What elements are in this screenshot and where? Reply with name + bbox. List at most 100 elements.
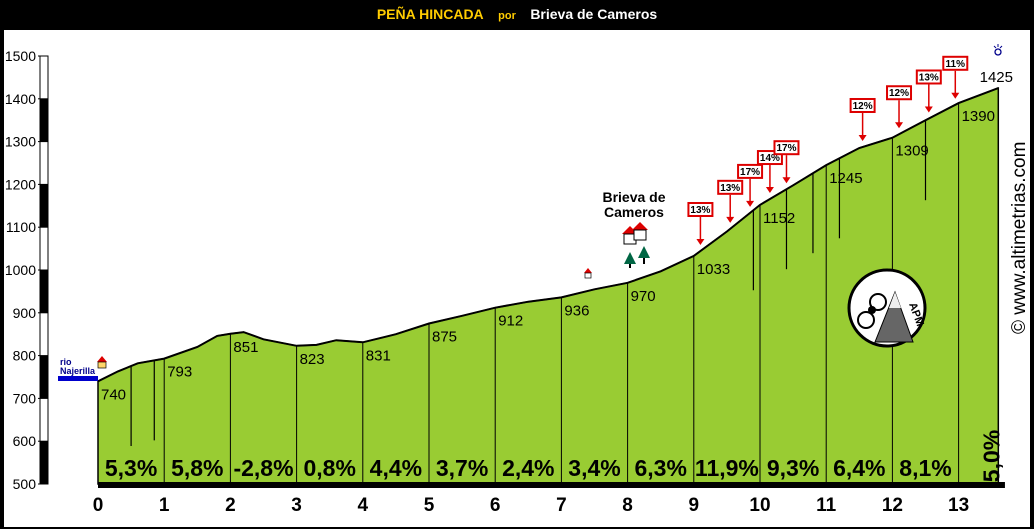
km-gradient-label: 4,4%	[370, 455, 422, 481]
x-axis: 0 1 2 3 4 5 6 7 8 9 10 11 12 13	[93, 482, 1005, 516]
altitude-label: 1245	[829, 170, 862, 187]
x-tick-label: 4	[358, 495, 369, 516]
x-tick-label: 0	[93, 495, 104, 516]
chart-header: PEÑA HINCADA por Brieva de Cameros	[0, 0, 1034, 28]
x-tick-label: 9	[689, 495, 700, 516]
km-gradient-label: 3,4%	[568, 455, 620, 481]
max-gradient-label: 14%	[760, 153, 780, 164]
y-tick-label: 600	[13, 433, 37, 449]
altitude-label: 1152	[763, 210, 795, 227]
max-gradient-arrow-head	[696, 238, 705, 245]
max-gradient-arrow-head	[782, 177, 791, 184]
y-axis-segment	[40, 441, 48, 484]
max-gradient-label: 11%	[946, 59, 966, 70]
max-gradient-markers: 13%13%17%14%17%12%12%13%11%	[687, 55, 969, 245]
km-gradient-label: 8,1%	[899, 455, 951, 481]
y-tick-label: 500	[13, 476, 37, 492]
header-origin: Brieva de Cameros	[530, 6, 658, 22]
altitude-label: 1309	[895, 143, 928, 160]
y-axis: 500 600 700 800 900 1000 1100 1200 1300 1400 1500	[5, 48, 49, 492]
profile-line	[97, 87, 999, 383]
max-gradient-box	[687, 201, 714, 217]
x-tick-label: 3	[291, 495, 302, 516]
climb-name: PEÑA HINCADA	[376, 6, 484, 22]
y-axis-segment	[40, 270, 48, 313]
altitude-label: 1033	[697, 261, 730, 278]
x-tick-label: 10	[749, 495, 770, 516]
small-house-icon	[584, 268, 592, 279]
max-gradient-arrow-head	[924, 106, 933, 113]
km-gradient-label: 9,3%	[767, 455, 819, 481]
altitude-label: 740	[101, 386, 126, 403]
km-gradient-label: 5,0%	[979, 430, 1005, 482]
max-gradient-box	[737, 163, 764, 179]
max-gradient-label: 12%	[889, 88, 909, 99]
y-tick-label: 900	[13, 305, 37, 321]
max-gradient-arrow-head	[951, 92, 960, 99]
gradient-labels: 5,3% 5,8% -2,8% 0,8% 4,4% 3,7% 2,4% 3,4% 6,3% 11,…	[105, 430, 1005, 482]
village-icon	[622, 222, 648, 245]
y-tick-label: 1200	[5, 176, 36, 192]
max-gradient-arrow-head	[858, 134, 867, 141]
altitude-label: 831	[366, 347, 391, 364]
x-tick-label: 1	[159, 495, 170, 516]
km-gradient-label: -2,8%	[233, 455, 293, 481]
x-tick-label: 5	[424, 495, 435, 516]
altitude-label: 851	[233, 339, 258, 356]
altitude-label: 912	[498, 313, 523, 330]
town-label-line2: Cameros	[604, 204, 664, 220]
x-tick-label: 13	[948, 495, 969, 516]
y-tick-label: 1400	[5, 91, 36, 107]
river-label-line2: Najerilla	[60, 366, 96, 376]
river-icon	[58, 376, 98, 381]
y-axis-segment	[40, 98, 48, 142]
x-tick-label: 7	[556, 495, 567, 516]
km-gradient-label: 5,8%	[171, 455, 223, 481]
altitude-label: 875	[432, 329, 457, 346]
max-gradient-box	[773, 140, 800, 156]
km-gradient-label: 6,3%	[634, 455, 686, 481]
altitude-label: 936	[564, 302, 589, 319]
watermark: © www.altimetrias.com	[1009, 142, 1030, 334]
river-label-line1: rio	[60, 357, 72, 367]
altitude-label: 793	[167, 364, 192, 381]
y-tick-label: 700	[13, 390, 37, 406]
profile-chart-panel: 500 600 700 800 900 1000 1100 1200 1300 1400 1500 …	[4, 30, 1030, 527]
max-gradient-arrow-head	[765, 187, 774, 194]
km-gradient-label: 5,3%	[105, 455, 157, 481]
max-gradient-arrow-head	[895, 122, 904, 129]
altitude-label: 1425	[980, 69, 1013, 86]
max-gradient-arrow-head	[726, 216, 735, 223]
max-gradient-label: 17%	[776, 143, 796, 154]
town-label-line1: Brieva de	[602, 189, 665, 205]
y-axis-segment	[40, 355, 48, 399]
decorations: Brieva de Cameros rio Najerilla	[58, 44, 1030, 381]
apm-logo: APM	[847, 268, 927, 348]
max-gradient-label: 13%	[690, 205, 710, 216]
km-gradient-label: 2,4%	[502, 455, 554, 481]
max-gradient-label: 12%	[853, 101, 873, 112]
house-icon	[97, 356, 107, 369]
y-tick-label: 1500	[5, 48, 36, 64]
x-tick-label: 8	[622, 495, 633, 516]
km-gradient-label: 11,9%	[695, 455, 759, 481]
header-by: por	[498, 10, 516, 22]
altitude-label: 1390	[962, 108, 995, 125]
max-gradient-arrow-head	[746, 200, 755, 207]
summit-icon	[993, 44, 1003, 56]
km-gradient-label: 6,4%	[833, 455, 885, 481]
altitude-labels: 740 793 851 823 831 875 912 936 970 1033 1152 1245 1…	[101, 69, 1013, 403]
y-axis-segment	[40, 184, 48, 228]
y-tick-label: 1300	[5, 134, 36, 150]
max-gradient-box	[942, 55, 969, 71]
max-gradient-box	[886, 85, 913, 101]
km-marks	[97, 103, 960, 484]
elevation-profile-chart: 500600700800900100011001200130014001500 …	[5, 44, 1030, 516]
max-gradient-box	[717, 179, 744, 195]
km-gradient-label: 0,8%	[303, 455, 355, 481]
altitude-label: 823	[300, 351, 325, 368]
y-tick-label: 1000	[5, 262, 36, 278]
km-gradient-label: 3,7%	[436, 455, 488, 481]
x-tick-label: 12	[882, 495, 903, 516]
x-tick-label: 11	[816, 495, 837, 516]
